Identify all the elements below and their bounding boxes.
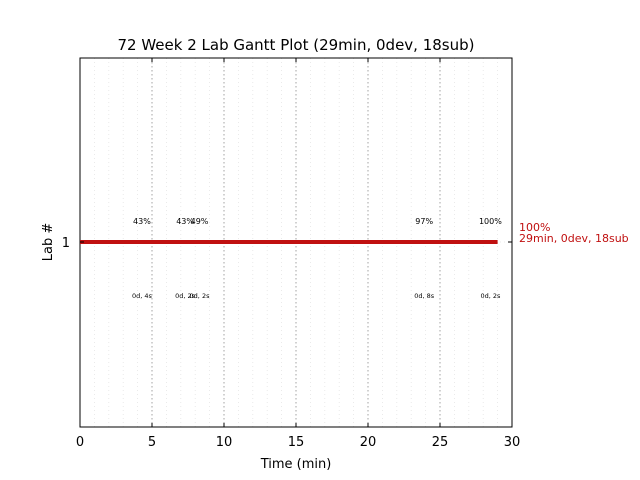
detail-label: 0d, 4s: [132, 292, 153, 300]
bars: [80, 240, 498, 244]
x-axis: 0 5 10 15 20 25 30: [76, 58, 520, 450]
percent-label: 49%: [191, 217, 209, 226]
x-tick-label: 25: [432, 435, 449, 450]
detail-label: 0d, 2s: [190, 292, 211, 300]
x-axis-label: Time (min): [260, 457, 332, 472]
x-tick-label: 10: [216, 435, 233, 450]
percent-label: 43%: [176, 217, 194, 226]
percent-label: 100%: [479, 217, 502, 226]
y-axis: 1: [62, 236, 512, 251]
y-tick-label: 1: [62, 236, 70, 251]
chart-title: 72 Week 2 Lab Gantt Plot (29min, 0dev, 1…: [117, 36, 474, 54]
x-tick-label: 0: [76, 435, 84, 450]
gantt-bar: [80, 240, 498, 244]
y-axis-label: Lab #: [41, 223, 56, 262]
x-tick-label: 5: [148, 435, 156, 450]
detail-label: 0d, 2s: [480, 292, 501, 300]
percent-label: 97%: [415, 217, 433, 226]
x-tick-label: 30: [504, 435, 521, 450]
x-tick-label: 20: [360, 435, 377, 450]
percent-label: 43%: [133, 217, 151, 226]
detail-label: 0d, 2s: [175, 292, 196, 300]
end-label-summary: 29min, 0dev, 18sub: [519, 232, 629, 245]
x-tick-label: 15: [288, 435, 305, 450]
end-label-percent: 100%: [519, 221, 550, 234]
detail-label: 0d, 8s: [414, 292, 435, 300]
